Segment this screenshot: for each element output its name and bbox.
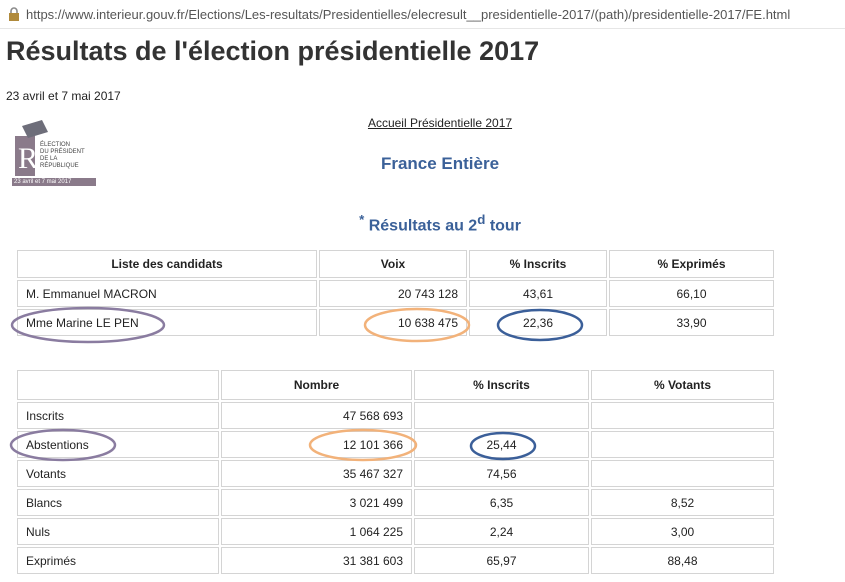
table-cell: [591, 431, 774, 458]
table-cell: 2,24: [414, 518, 589, 545]
table-cell: 10 638 475: [319, 309, 467, 336]
address-bar: https://www.interieur.gouv.fr/Elections/…: [0, 0, 845, 29]
logo: R ÉLECTION DU PRÉSIDENT DE LA RÉPUBLIQUE…: [12, 114, 98, 192]
table-cell: Blancs: [17, 489, 219, 516]
heading-tail: tour: [489, 217, 521, 235]
table-cell: [591, 402, 774, 429]
home-link[interactable]: Accueil Présidentielle 2017: [367, 116, 513, 130]
table-cell: 6,35: [414, 489, 589, 516]
url[interactable]: https://www.interieur.gouv.fr/Elections/…: [26, 7, 791, 22]
table-cell: Exprimés: [17, 547, 219, 574]
region: France Entière: [380, 154, 500, 173]
round-heading: * Résultats au 2d tour: [240, 212, 640, 235]
table-cell: 1 064 225: [221, 518, 412, 545]
table-cell: Abstentions: [17, 431, 219, 458]
table-cell: M. Emmanuel MACRON: [17, 280, 317, 307]
table-cell: 8,52: [591, 489, 774, 516]
svg-text:R: R: [18, 142, 38, 175]
table-cell: 66,10: [609, 280, 774, 307]
header-cell: Voix: [319, 250, 467, 278]
table-cell: 3,00: [591, 518, 774, 545]
table-cell: Votants: [17, 460, 219, 487]
table-cell: Nuls: [17, 518, 219, 545]
table-cell: Mme Marine LE PEN: [17, 309, 317, 336]
table-cell: 65,97: [414, 547, 589, 574]
date: 23 avril et 7 mai 2017: [6, 89, 121, 103]
table-cell: [591, 460, 774, 487]
table-cell: [414, 402, 589, 429]
star: *: [359, 212, 365, 227]
lock-icon: [9, 7, 19, 21]
table-cell: 88,48: [591, 547, 774, 574]
logo-line: RÉPUBLIQUE: [40, 163, 79, 169]
table-cell: 33,90: [609, 309, 774, 336]
table-cell: 12 101 366: [221, 431, 412, 458]
logo-text: ÉLECTION DU PRÉSIDENT DE LA RÉPUBLIQUE: [40, 142, 85, 170]
table-cell: 22,36: [469, 309, 607, 336]
header-cell: Liste des candidats: [17, 250, 317, 278]
table-cell: 3 021 499: [221, 489, 412, 516]
table-cell: 47 568 693: [221, 402, 412, 429]
header-cell: [17, 370, 219, 400]
header-cell: % Votants: [591, 370, 774, 400]
logo-graphic: R: [15, 120, 48, 176]
heading-text: Résultats au 2: [368, 217, 478, 235]
logo-line: DE LA: [40, 156, 58, 162]
table-cell: 35 467 327: [221, 460, 412, 487]
heading-sup: d: [477, 212, 486, 227]
logo-date: 23 avril et 7 mai 2017: [12, 178, 96, 186]
page-title: Résultats de l'élection présidentielle 2…: [6, 36, 540, 66]
table-cell: 43,61: [469, 280, 607, 307]
header-cell: Nombre: [221, 370, 412, 400]
table-cell: 25,44: [414, 431, 589, 458]
header-cell: % Inscrits: [414, 370, 589, 400]
table-cell: 74,56: [414, 460, 589, 487]
table-cell: 20 743 128: [319, 280, 467, 307]
header-cell: % Exprimés: [609, 250, 774, 278]
logo-line: ÉLECTION: [40, 142, 71, 148]
header-cell: % Inscrits: [469, 250, 607, 278]
logo-line: DU PRÉSIDENT: [40, 149, 85, 155]
table-cell: 31 381 603: [221, 547, 412, 574]
table-cell: Inscrits: [17, 402, 219, 429]
